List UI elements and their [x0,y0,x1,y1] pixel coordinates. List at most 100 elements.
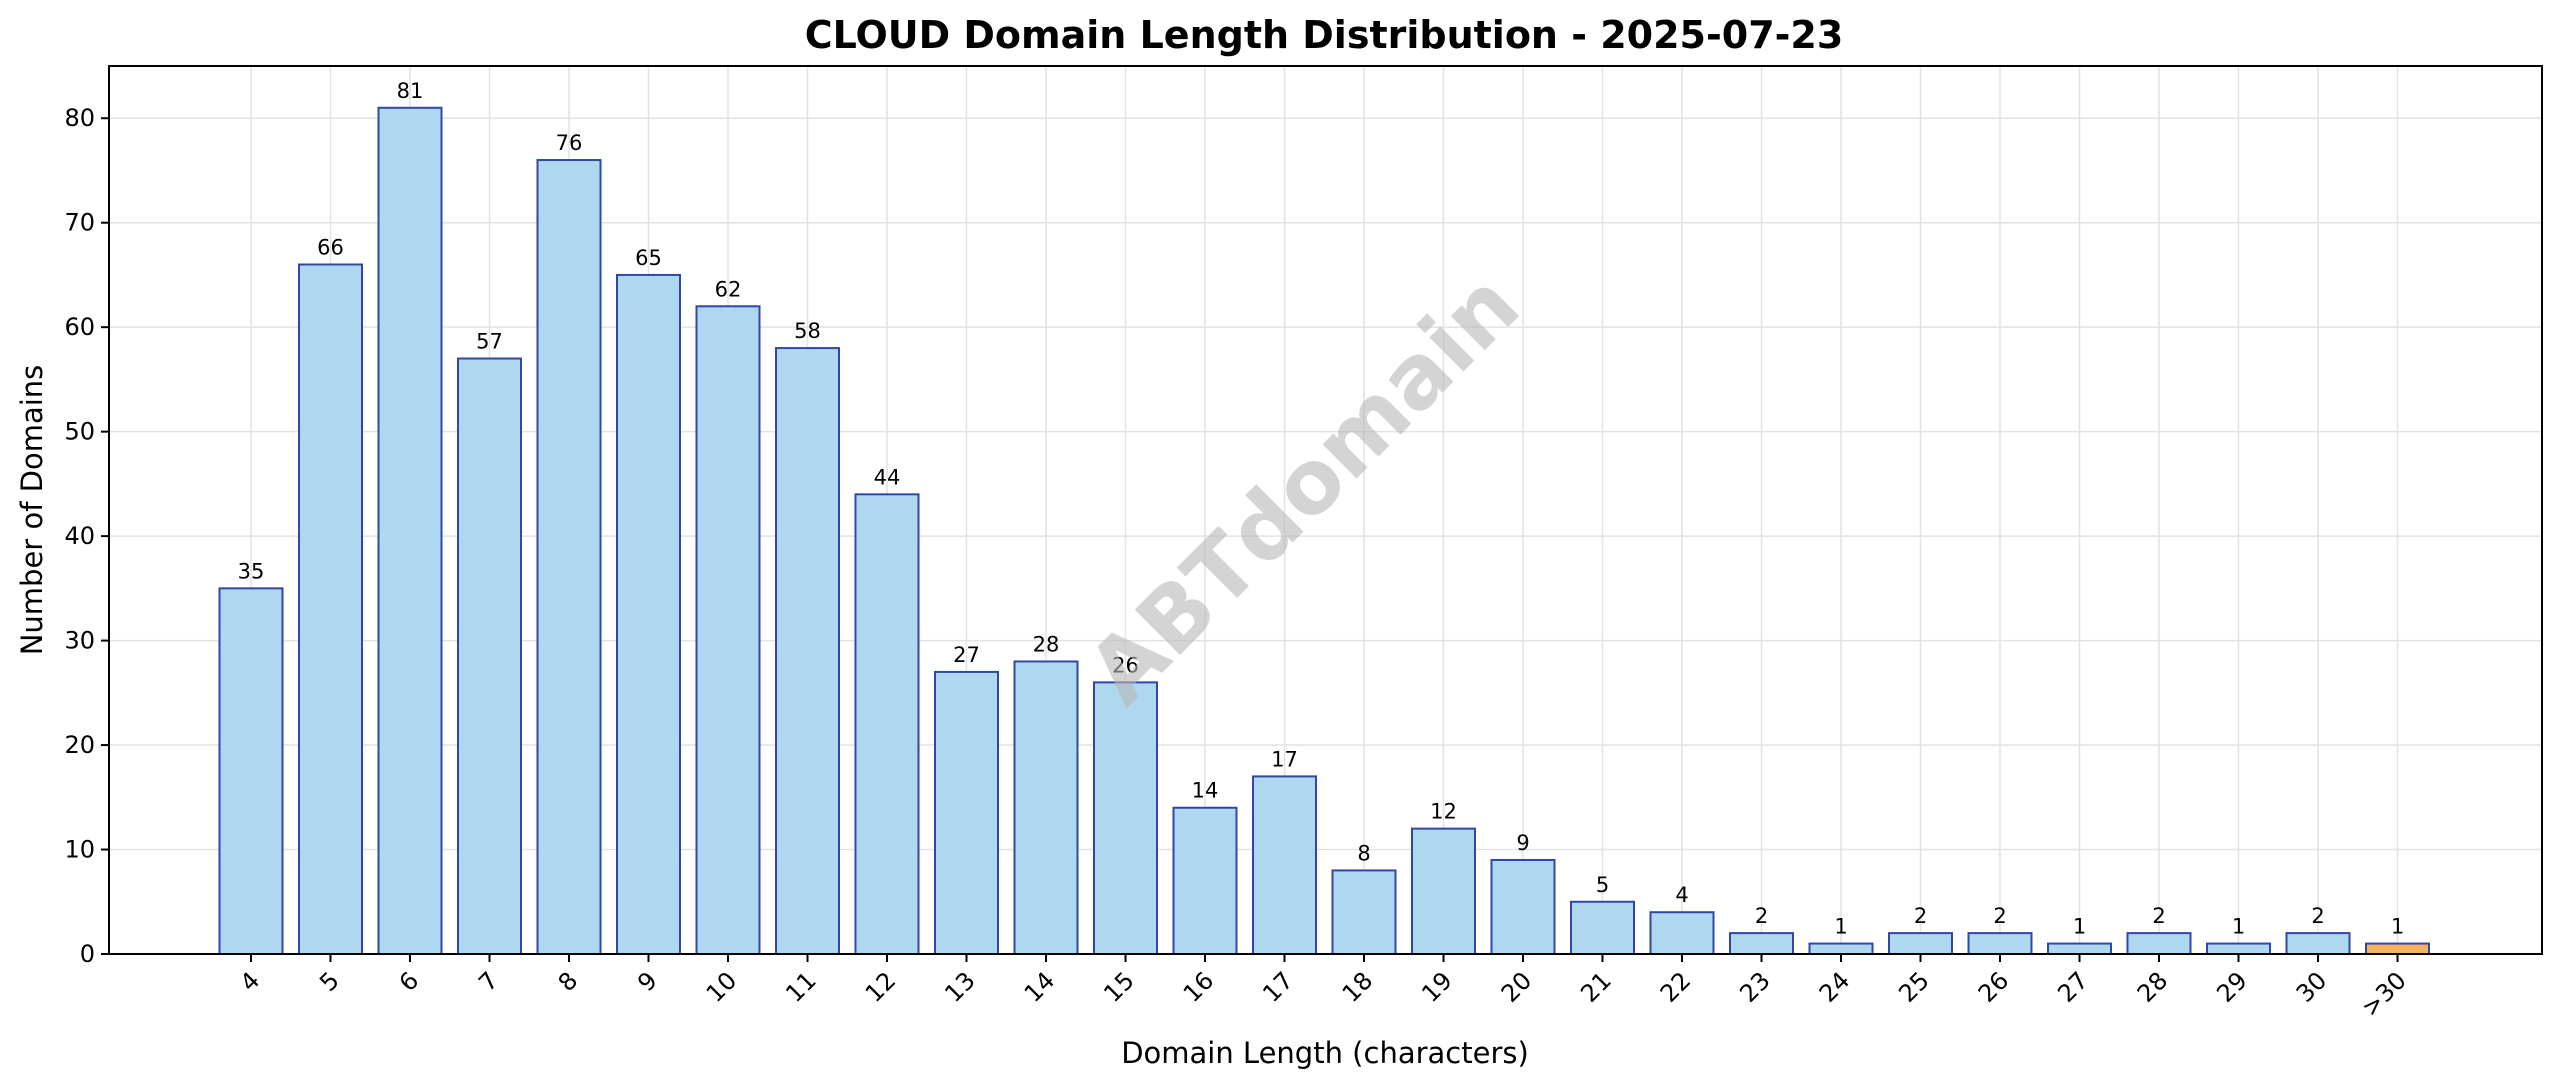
x-tick-label: 29 [2211,966,2252,1007]
x-tick-label: 19 [1416,966,1457,1007]
bar-20 [1490,858,1556,955]
x-tick-label: 23 [1734,966,1775,1007]
data-label-20: 9 [1516,831,1529,855]
data-label-23: 2 [1755,904,1768,928]
x-tick-label: 8 [553,966,584,997]
data-label-17: 17 [1271,747,1298,771]
y-axis-label: Number of Domains [15,365,49,656]
x-tick-label: 9 [632,966,663,997]
y-tick-label: 60 [64,313,95,341]
bar-13 [934,670,999,955]
bar-15 [1093,681,1158,955]
bar-5 [298,263,363,955]
x-tick-label: 13 [939,966,980,1007]
data-label-5: 66 [317,235,344,259]
data-label-22: 4 [1675,883,1688,907]
bar-19 [1411,827,1476,956]
bar-28 [2126,932,2192,956]
data-label-11: 58 [794,319,821,343]
data-label-16: 14 [1192,779,1219,803]
x-tick-label: 18 [1337,966,1378,1007]
y-tick-label: 40 [64,522,95,550]
x-tick-label: 27 [2052,966,2093,1007]
data-label-9: 65 [635,246,662,270]
chart-title: CLOUD Domain Length Distribution - 2025-… [805,13,1844,57]
x-tick-label: 7 [473,966,504,997]
data-label-27: 1 [2073,915,2086,939]
bar-16 [1172,806,1238,955]
plot-frame [108,65,2543,955]
bar-29 [2206,942,2271,955]
data-label-7: 57 [476,330,503,354]
bar-22 [1649,911,1715,956]
data-label-4: 35 [238,559,265,583]
data-label-8: 76 [556,131,583,155]
x-tick-label: >30 [2356,966,2412,1022]
bar-18 [1331,869,1397,955]
bar-24 [1808,942,1874,955]
bar-25 [1888,932,1953,956]
bar-21 [1570,900,1635,956]
x-tick-label: 17 [1257,966,1298,1007]
data-label-29: 1 [2232,915,2245,939]
x-axis-label: Domain Length (characters) [1121,1036,1529,1070]
x-tick-label: 6 [394,966,425,997]
data-label-10: 62 [715,277,742,301]
x-tick-label: 25 [1893,966,1934,1007]
x-tick-label: 30 [2291,966,2332,1007]
y-tick-label: 70 [64,209,95,237]
data-label-6: 81 [397,79,424,103]
x-tick-label: 11 [780,966,821,1007]
data-label-13: 27 [953,643,980,667]
x-tick-label: 5 [314,966,345,997]
x-tick-label: 15 [1098,966,1139,1007]
bar-7 [457,357,522,955]
x-tick-label: 26 [1973,966,2014,1007]
bar-4 [218,587,284,956]
y-tick-label: 0 [80,940,95,968]
bars [218,106,2430,956]
data-label-30: 2 [2311,904,2324,928]
y-axis: 0 10 20 30 40 50 60 70 80 [64,104,109,968]
y-tick-label: 10 [64,836,95,864]
data-label-18: 8 [1357,841,1370,865]
bar-23 [1729,932,1794,956]
data-label-21: 5 [1596,873,1609,897]
bar-30 [2285,932,2351,956]
y-tick-label: 50 [64,418,95,446]
data-label-15: 26 [1112,653,1139,677]
x-tick-label: 21 [1575,966,1616,1007]
bar-10 [695,305,761,955]
bar-14 [1013,660,1079,955]
data-label-24: 1 [1834,915,1847,939]
x-tick-label: 24 [1814,966,1855,1007]
bar-12 [854,493,920,955]
y-tick-label: 30 [64,627,95,655]
x-axis: 4 5 6 7 8 9 10 11 12 13 14 15 16 17 18 19 20 21 22 23 24 25 26… [235,954,2412,1022]
data-label-25: 2 [1914,904,1927,928]
y-tick-label: 80 [64,104,95,132]
bar-26 [1967,932,2033,956]
bar-17 [1252,775,1317,956]
data-label-14: 28 [1033,632,1060,656]
x-tick-label: 28 [2132,966,2173,1007]
x-tick-label: 16 [1178,966,1219,1007]
data-label-28: 2 [2152,904,2165,928]
x-tick-label: 12 [860,966,901,1007]
data-label-12: 44 [874,465,901,489]
x-tick-label: 10 [701,966,742,1007]
bar-27 [2047,942,2112,955]
x-tick-label: 22 [1655,966,1696,1007]
bar-11 [775,347,840,955]
x-tick-label: 14 [1019,966,1060,1007]
x-tick-label: 20 [1496,966,1537,1007]
x-tick-label: 4 [235,966,266,997]
y-tick-label: 20 [64,731,95,759]
bar-6 [377,106,443,956]
data-label->30: 1 [2391,915,2404,939]
data-label-19: 12 [1430,800,1457,824]
data-label-26: 2 [1993,904,2006,928]
bar-9 [616,273,681,955]
